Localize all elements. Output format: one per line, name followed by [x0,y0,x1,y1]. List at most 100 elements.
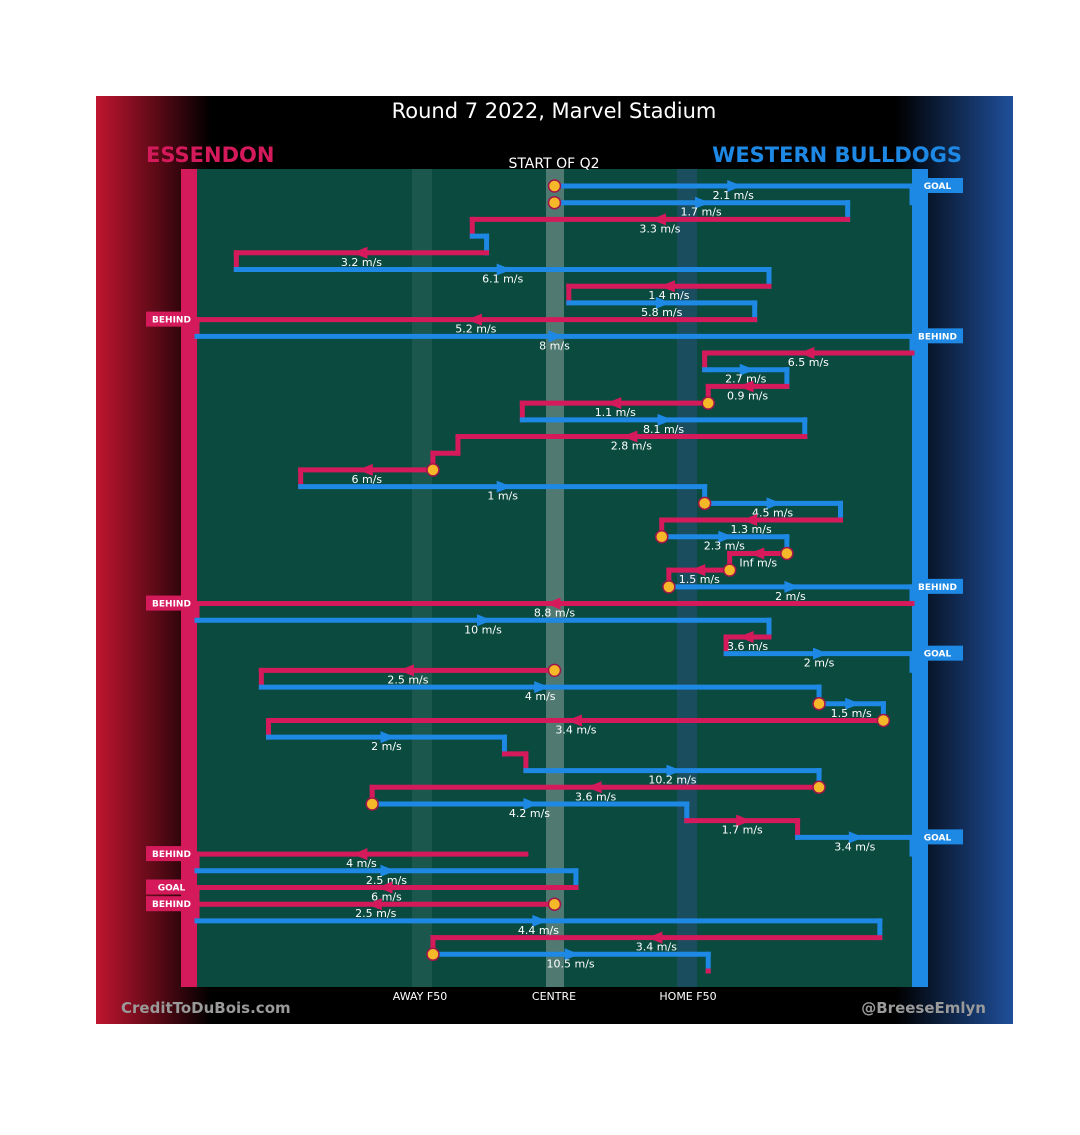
direction-arrow [534,681,550,694]
direction-arrow [622,430,638,443]
direction-arrow [523,797,539,810]
speed-label: 6.1 m/s [482,273,523,286]
speed-label: 3.6 m/s [575,790,616,803]
outcome-badge [912,578,963,594]
stoppage-marker [812,697,826,711]
direction-arrow [532,914,548,927]
direction-arrow [566,714,582,727]
stoppage-marker [365,797,379,811]
speed-label: 1.7 m/s [680,206,721,219]
stoppage-marker [697,496,712,511]
speed-label: 4.5 m/s [752,506,793,519]
direction-arrow [477,614,492,627]
direction-arrow [586,781,602,794]
speed-label: 4 m/s [525,690,556,703]
direction-arrow [380,731,396,744]
outcome-label: GOAL [924,833,952,843]
direction-arrow [738,630,754,643]
outcome-label: BEHIND [152,850,191,860]
speed-label: 2 m/s [371,740,402,753]
speed-label: 8.1 m/s [643,423,684,436]
stoppage-marker [662,580,676,594]
direction-arrow [845,697,861,710]
stoppage-marker [547,195,562,210]
direction-arrow [466,313,482,326]
outcome-label: BEHIND [918,583,957,593]
outcome-badge [912,328,963,344]
centre-band [546,169,564,987]
quarter-subtitle: START OF Q2 [508,156,599,172]
speed-label: 2.7 m/s [725,373,766,386]
direction-arrow [352,246,368,259]
stoppage-marker [426,463,440,477]
possession-flow-chart: Round 7 2022, Marvel Stadium ESSENDON WE… [96,96,1013,1024]
speed-label: 3.3 m/s [639,222,680,235]
chart-title: Round 7 2022, Marvel Stadium [392,99,717,123]
direction-arrow [695,196,711,209]
direction-arrow [766,497,782,510]
stoppage-marker [722,563,737,577]
stoppage-marker [426,947,440,962]
speed-label: 1.4 m/s [648,289,689,302]
direction-arrow [352,848,368,861]
direction-arrow [848,831,864,844]
direction-arrow [742,514,758,527]
direction-arrow [650,213,666,226]
outcome-label: BEHIND [152,600,191,610]
direction-arrow [659,280,675,293]
outcome-label: GOAL [158,883,186,893]
stoppage-marker [876,713,891,728]
speed-label: 4.2 m/s [509,807,550,820]
outcome-label: BEHIND [152,316,191,326]
speed-label: 2 m/s [775,590,806,603]
direction-arrow [548,330,564,343]
speed-label: 2.5 m/s [387,673,428,686]
speed-label: 2.3 m/s [704,540,745,553]
stoppage-marker [701,396,715,410]
speed-label: 2.5 m/s [355,907,396,920]
speed-label: Inf m/s [739,556,777,569]
speed-label: 1.5 m/s [831,707,872,720]
outcome-badge [146,879,197,895]
speed-label: 1.1 m/s [595,406,636,419]
direction-arrow [496,480,512,493]
speed-label: 2 m/s [804,657,835,670]
direction-arrow [357,463,373,476]
speed-label: 1 m/s [487,490,518,503]
outcome-badge [146,311,197,327]
direction-arrow [813,647,829,660]
speed-label: 2.1 m/s [713,189,754,202]
direction-arrow [366,898,382,911]
stoppage-marker [547,663,562,678]
stoppage-marker [547,179,562,193]
outcome-badge [146,896,197,912]
speed-label: 10.2 m/s [648,774,696,787]
speed-label: 4 m/s [346,857,377,870]
direction-arrow [799,347,815,360]
speed-label: 2.5 m/s [366,874,407,887]
speed-label: 5.8 m/s [641,306,682,319]
speed-label: 3.4 m/s [555,723,596,736]
home-f50-band [677,169,697,987]
outcome-badge [146,846,197,862]
speed-label: 8 m/s [539,339,570,352]
outcome-badge [912,178,963,193]
outcome-label: BEHIND [152,900,191,910]
direction-arrow [749,547,765,560]
speed-label: 2.8 m/s [611,440,652,453]
footer-handle: @BreeseEmlyn [861,999,986,1017]
stoppage-marker [812,780,826,795]
outcome-badge [912,645,963,661]
speed-label: 3.2 m/s [341,256,382,269]
speed-label: 8.8 m/s [534,607,575,620]
direction-arrow [655,296,671,309]
direction-arrow [380,864,396,877]
speed-label: 3.4 m/s [834,840,875,853]
outcome-label: BEHIND [918,332,957,342]
direction-arrow [647,931,663,944]
direction-arrow [564,948,580,961]
speed-label: 3.4 m/s [636,941,677,954]
speed-label: 6 m/s [351,473,382,486]
stoppage-marker [547,897,562,911]
speed-label: 10 m/s [464,623,502,636]
